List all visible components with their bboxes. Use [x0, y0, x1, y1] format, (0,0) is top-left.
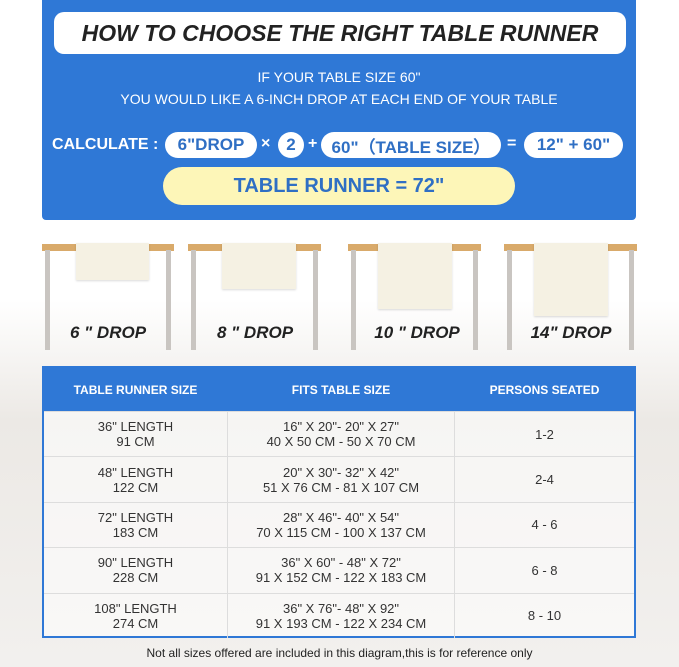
persons-cell: 1-2: [535, 426, 554, 442]
fits-inches: 20" X 30"- 32" X 42": [282, 464, 400, 480]
fits-cell: 36" X 60" - 48" X 72" 91 X 152 CM - 122 X…: [227, 548, 455, 593]
table-header: TABLE RUNNER SIZE FITS TABLE SIZE PERSON…: [44, 368, 634, 411]
table-row: 108" LENGTH 274 CM 36" X 76"- 48" X 92" 91…: [44, 592, 634, 638]
table-size-pill: 60"（TABLE SIZE）: [321, 132, 501, 158]
factor-pill: 2: [278, 132, 304, 158]
length-in: 108" LENGTH: [94, 600, 177, 616]
header-persons: PERSONS SEATED: [489, 382, 600, 397]
length-in: 36" LENGTH: [97, 419, 174, 435]
runner-size-cell: 36" LENGTH 91 CM: [44, 419, 227, 449]
runner-size-cell: 48" LENGTH 122 CM: [44, 465, 227, 495]
table-row: 72" LENGTH 183 CM 28" X 46"- 40" X 54" 70 …: [44, 501, 634, 548]
runner-size-cell: 90" LENGTH 228 CM: [44, 555, 227, 585]
runner-size-cell: 108" LENGTH 274 CM: [44, 601, 227, 631]
persons-cell: 2-4: [535, 472, 554, 488]
table-leg: [351, 250, 356, 350]
size-table: TABLE RUNNER SIZE FITS TABLE SIZE PERSON…: [42, 366, 636, 638]
header-runner-size: TABLE RUNNER SIZE: [73, 382, 198, 397]
table-leg: [45, 250, 50, 350]
drop-label: 10 " DROP: [374, 323, 460, 342]
equals-sign: =: [507, 135, 517, 152]
length-cm: 122 CM: [112, 479, 159, 495]
table-row: 48" LENGTH 122 CM 20" X 30"- 32" X 42" 51 …: [44, 456, 634, 502]
fits-cm: 91 X 152 CM - 122 X 183 CM: [255, 570, 427, 586]
table-leg: [313, 250, 318, 350]
fits-cm: 51 X 76 CM - 81 X 107 CM: [262, 479, 420, 495]
page-title: HOW TO CHOOSE THE RIGHT TABLE RUNNER: [54, 12, 626, 54]
drop-label: 6 " DROP: [69, 323, 147, 342]
length-cm: 228 CM: [112, 570, 159, 586]
fits-inches: 28" X 46"- 40" X 54": [282, 509, 400, 525]
fits-cell: 16" X 20"- 20" X 27" 40 X 50 CM - 50 X 70…: [227, 412, 455, 457]
persons-cell: 6 - 8: [531, 562, 558, 578]
runner-6in: [76, 243, 149, 280]
fits-inches: 36" X 60" - 48" X 72": [281, 555, 401, 571]
drop-pill: 6"DROP: [165, 132, 257, 158]
intro-line-1: IF YOUR TABLE SIZE 60": [257, 69, 421, 85]
table-leg: [507, 250, 512, 350]
length-in: 72" LENGTH: [97, 509, 174, 525]
length-cm: 274 CM: [112, 615, 159, 631]
table-leg: [473, 250, 478, 350]
sum-pill: 12" + 60": [524, 132, 623, 158]
length-in: 48" LENGTH: [97, 464, 174, 480]
length-in: 90" LENGTH: [97, 555, 174, 571]
runner-10in: [378, 243, 452, 309]
length-cm: 183 CM: [112, 524, 159, 540]
plus-sign: +: [308, 135, 318, 152]
fits-cell: 36" X 76"- 48" X 92" 91 X 193 CM - 122 X …: [227, 593, 455, 638]
result-pill: TABLE RUNNER = 72": [163, 167, 515, 205]
runner-8in: [222, 243, 296, 289]
fits-inches: 36" X 76"- 48" X 92": [282, 600, 400, 616]
intro-line-2: YOU WOULD LIKE A 6-INCH DROP AT EACH END…: [120, 91, 558, 107]
calculate-label: CALCULATE :: [52, 136, 159, 153]
runner-14in: [534, 243, 608, 316]
header-fits-table: FITS TABLE SIZE: [291, 382, 391, 397]
table-row: 36" LENGTH 91 CM 16" X 20"- 20" X 27" 40 X…: [44, 411, 634, 457]
table-leg: [629, 250, 634, 350]
persons-cell: 8 - 10: [527, 608, 562, 624]
drop-label: 14" DROP: [530, 323, 612, 342]
times-sign: ×: [261, 135, 271, 152]
fits-cm: 91 X 193 CM - 122 X 234 CM: [255, 615, 427, 631]
fits-cm: 70 X 115 CM - 100 X 137 CM: [256, 524, 426, 540]
persons-cell: 4 - 6: [531, 517, 558, 533]
runner-size-cell: 72" LENGTH 183 CM: [44, 510, 227, 540]
length-cm: 91 CM: [116, 434, 155, 450]
table-leg: [166, 250, 171, 350]
table-leg: [191, 250, 196, 350]
fits-cell: 28" X 46"- 40" X 54" 70 X 115 CM - 100 X …: [227, 502, 455, 548]
drop-label: 8 " DROP: [216, 323, 294, 342]
table-row: 90" LENGTH 228 CM 36" X 60" - 48" X 72" 91…: [44, 547, 634, 593]
fits-cm: 40 X 50 CM - 50 X 70 CM: [266, 434, 416, 450]
footnote: Not all sizes offered are included in th…: [146, 646, 533, 660]
fits-inches: 16" X 20"- 20" X 27": [282, 419, 400, 435]
fits-cell: 20" X 30"- 32" X 42" 51 X 76 CM - 81 X 10…: [227, 457, 455, 502]
